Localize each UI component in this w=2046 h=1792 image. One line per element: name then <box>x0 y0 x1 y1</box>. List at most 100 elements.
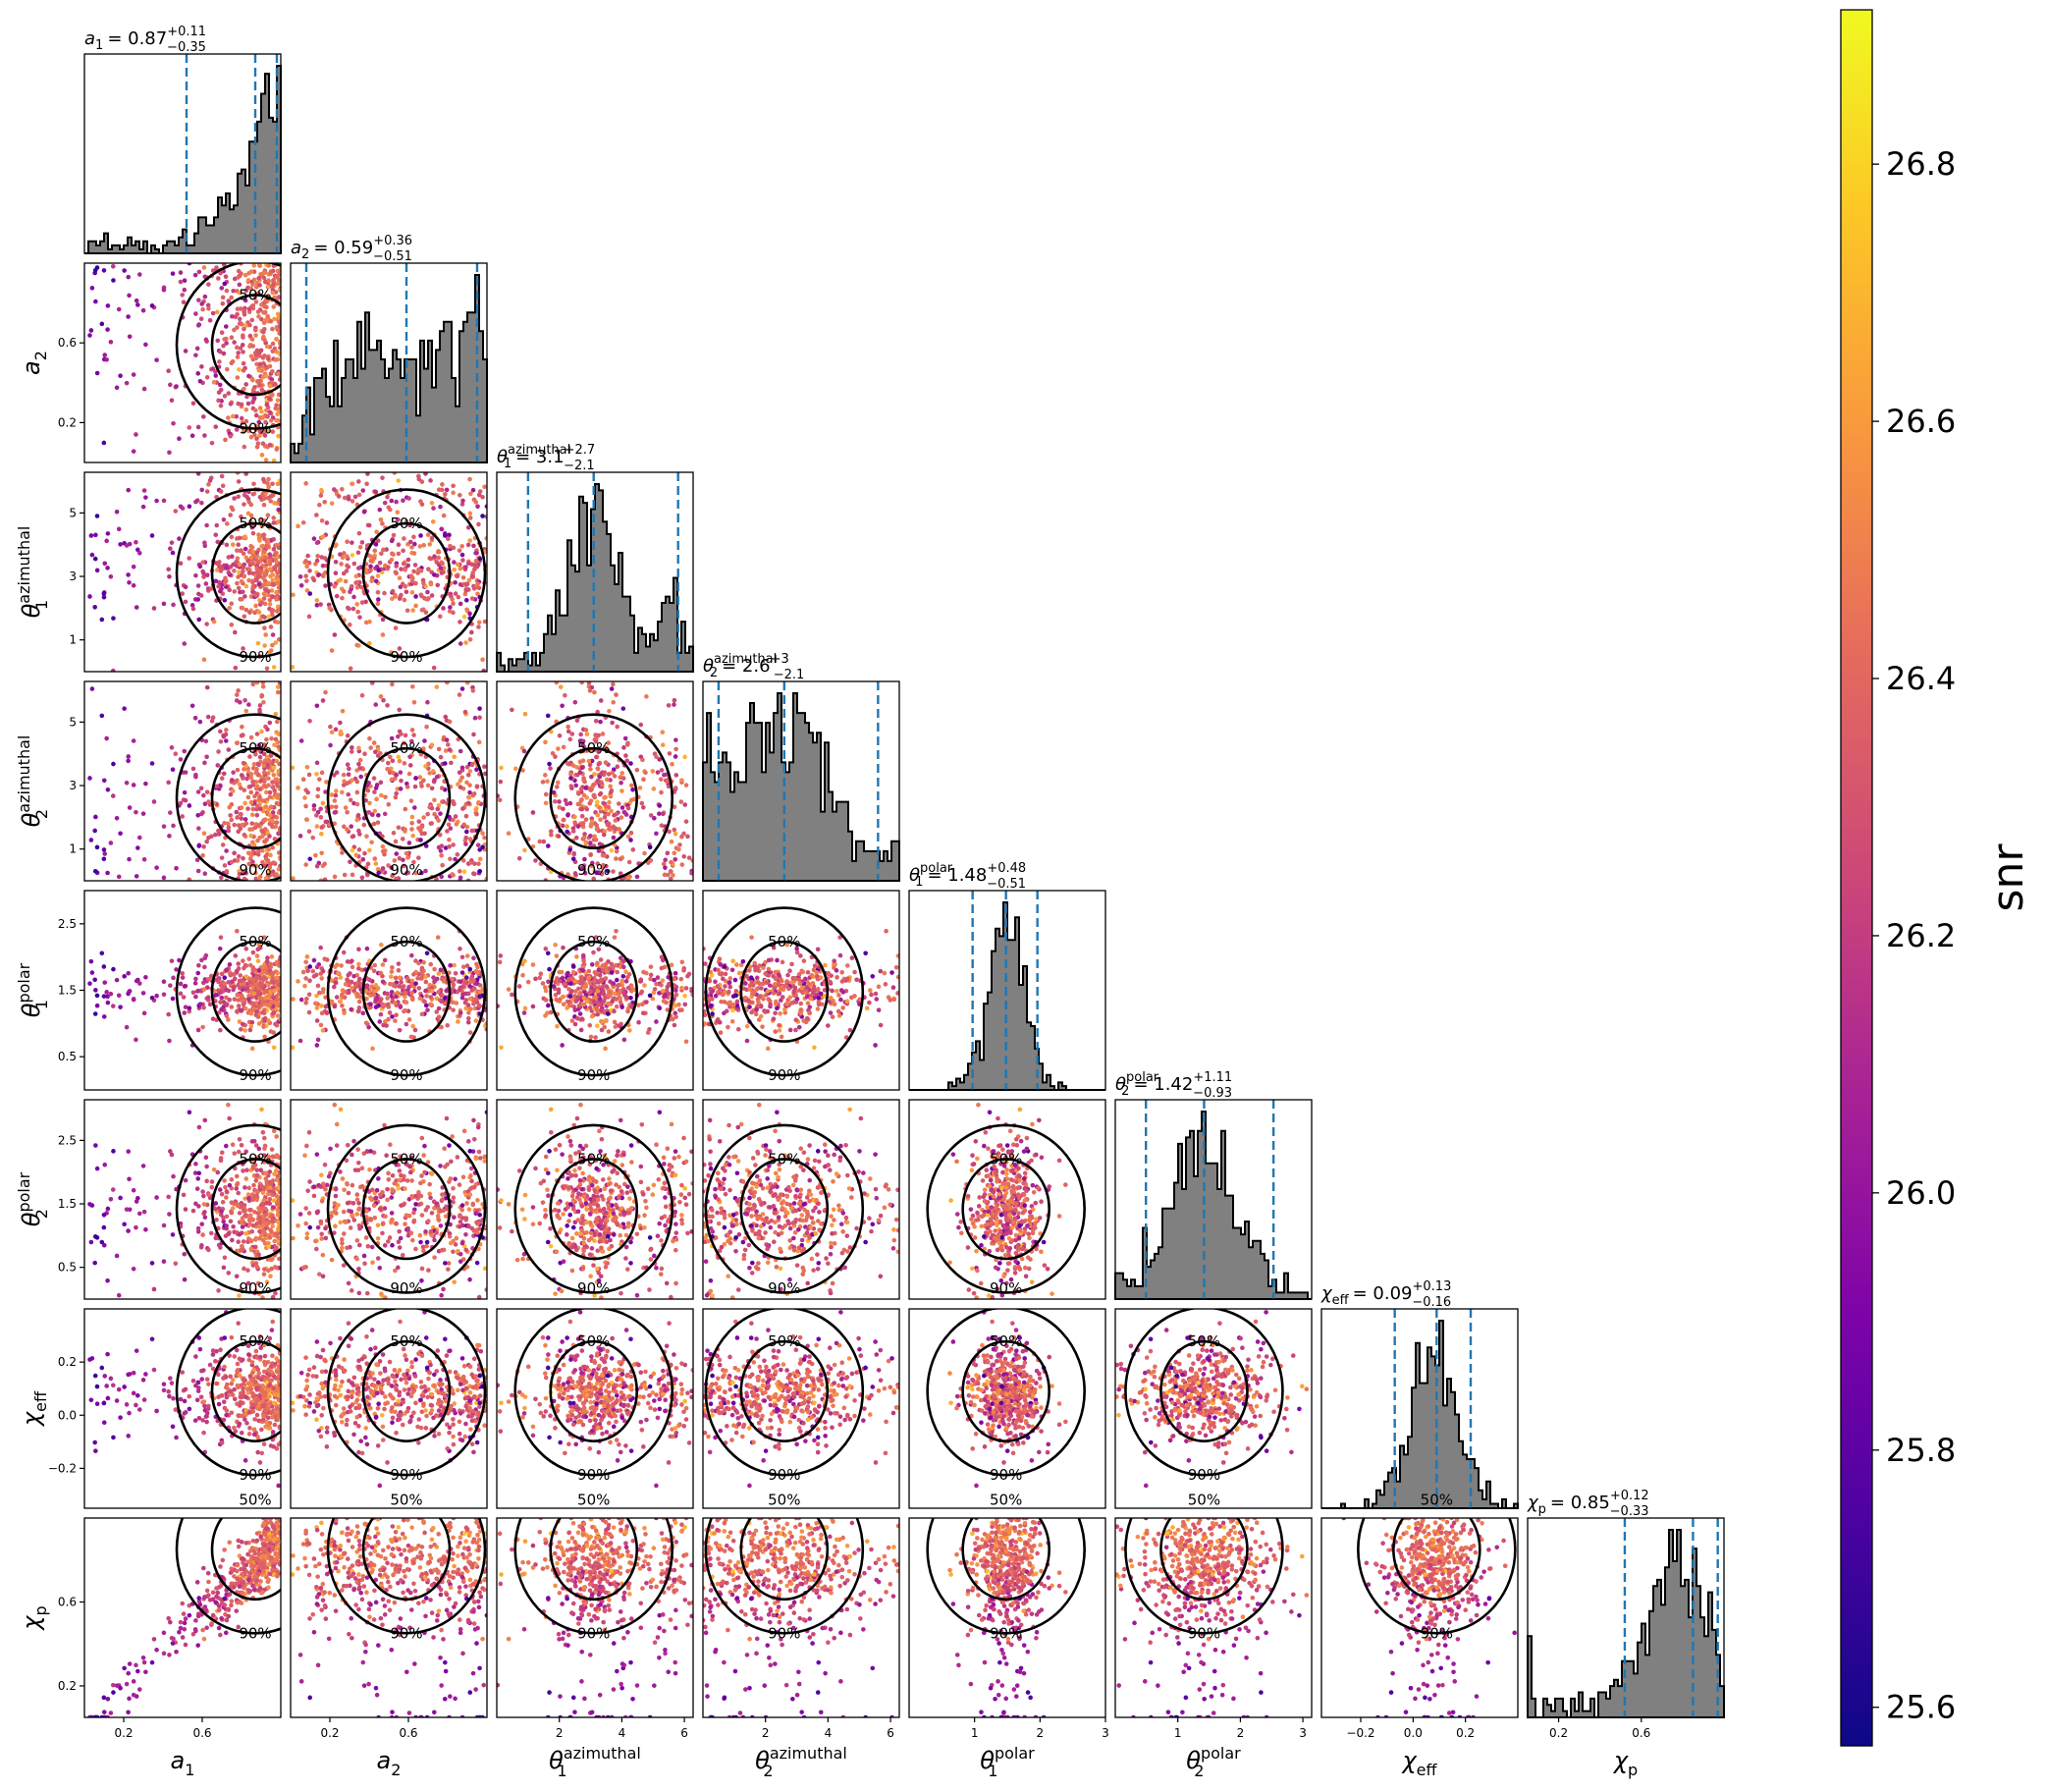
sample-point <box>262 1018 268 1023</box>
sample-point <box>663 857 668 863</box>
sample-point <box>584 732 590 737</box>
sample-point <box>434 1009 440 1014</box>
contour-50 <box>361 746 452 850</box>
sample-point <box>356 1005 362 1010</box>
sample-point <box>373 997 379 1002</box>
sample-point <box>241 760 246 766</box>
sample-point <box>468 629 474 635</box>
sample-point <box>300 969 306 975</box>
sample-point <box>154 865 159 870</box>
sample-point <box>246 373 251 379</box>
sample-point <box>345 781 350 787</box>
sample-point <box>241 855 245 861</box>
sample-point <box>462 709 468 715</box>
panel-a2-a2: a2 = 0.59+0.36 −0.51 <box>290 234 488 463</box>
sample-point <box>277 330 281 335</box>
sample-point <box>393 975 399 981</box>
sample-point <box>385 703 390 708</box>
sample-point <box>228 813 233 818</box>
sample-point <box>474 559 479 564</box>
sample-point <box>131 783 136 787</box>
sample-point <box>594 870 599 876</box>
sample-point <box>277 826 281 831</box>
sample-point <box>350 872 355 878</box>
sample-point <box>124 543 130 548</box>
sample-point <box>647 993 653 999</box>
sample-point <box>235 325 240 330</box>
sample-point <box>105 994 110 1000</box>
sample-point <box>547 761 552 767</box>
sample-point <box>411 534 416 540</box>
sample-point <box>235 993 241 998</box>
sample-point <box>464 607 469 613</box>
sample-point <box>522 711 528 717</box>
sample-point <box>566 999 571 1005</box>
sample-point <box>198 316 204 322</box>
sample-point <box>93 988 98 993</box>
sample-point <box>583 982 588 987</box>
sample-point <box>510 707 514 713</box>
sample-point <box>270 349 276 354</box>
sample-point <box>447 532 452 538</box>
histogram-a2 <box>290 274 488 463</box>
sample-point <box>235 375 241 380</box>
sample-point <box>465 1019 471 1025</box>
sample-point <box>253 333 258 338</box>
contour-label-90: 90% <box>239 648 271 666</box>
sample-point <box>197 719 203 725</box>
sample-point <box>462 1000 468 1005</box>
sample-point <box>659 768 665 773</box>
sample-point <box>472 861 477 866</box>
sample-point <box>273 357 279 362</box>
sample-point <box>110 1004 116 1008</box>
sample-point <box>114 977 120 983</box>
sample-point <box>340 1003 345 1008</box>
contour-90 <box>326 906 487 1077</box>
sample-point <box>170 271 176 276</box>
sample-point <box>580 738 586 744</box>
sample-point <box>256 263 262 266</box>
sample-point <box>407 754 412 760</box>
sample-point <box>131 449 136 454</box>
sample-point <box>274 417 279 423</box>
sample-point <box>199 364 204 369</box>
sample-point <box>476 739 482 745</box>
sample-point <box>226 747 232 752</box>
sample-point <box>615 764 620 769</box>
sample-point <box>102 851 108 856</box>
sample-point <box>347 990 351 996</box>
sample-point <box>270 393 275 398</box>
sample-point <box>368 745 374 750</box>
sample-point <box>603 1018 609 1023</box>
sample-point <box>597 997 603 1002</box>
sample-point <box>668 876 673 881</box>
sample-point <box>204 754 209 760</box>
sample-point <box>262 433 268 438</box>
sample-point <box>234 427 240 432</box>
sample-point <box>467 538 472 543</box>
sample-point <box>266 846 271 852</box>
sample-point <box>473 550 478 556</box>
scatter-th1az-a2 <box>291 472 487 672</box>
sample-point <box>377 1019 383 1024</box>
sample-point <box>204 622 209 626</box>
sample-point <box>436 971 442 976</box>
sample-point <box>236 998 241 1003</box>
sample-point <box>227 997 232 1003</box>
sample-point <box>207 1002 213 1007</box>
sample-point <box>399 732 404 736</box>
scatter-th2az-a1 <box>87 681 281 881</box>
sample-point <box>443 761 448 766</box>
sample-point <box>247 344 252 349</box>
sample-point <box>540 981 546 986</box>
sample-point <box>443 748 449 753</box>
sample-point <box>355 1008 361 1014</box>
sample-point <box>260 374 266 380</box>
sample-point <box>257 835 262 841</box>
sample-point <box>604 984 610 989</box>
sample-point <box>230 542 236 547</box>
sample-point <box>324 1010 330 1016</box>
sample-point <box>614 928 619 934</box>
sample-point <box>439 570 445 575</box>
sample-point <box>451 601 456 607</box>
